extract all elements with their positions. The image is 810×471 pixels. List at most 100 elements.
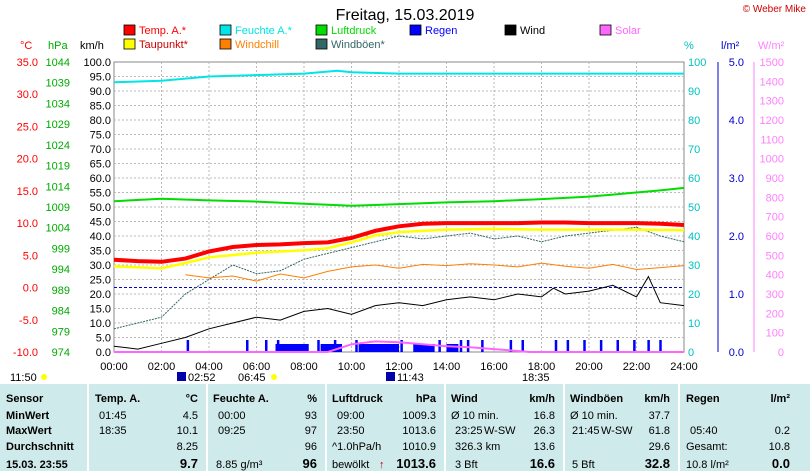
legend-label: Feuchte A.* — [235, 25, 293, 37]
hum-abs: 8.85 g/m³ — [216, 459, 263, 471]
tick-solar: 600 — [766, 231, 784, 243]
rain-bar — [583, 340, 586, 352]
tick-humidity: 50 — [688, 202, 700, 214]
tick-wind: 75.0 — [90, 130, 111, 142]
tick-solar: 1200 — [760, 115, 784, 127]
tick-humidity: 90 — [688, 86, 700, 98]
tick-solar: 200 — [766, 308, 784, 320]
rain-total: 10.8 — [769, 441, 790, 453]
press-avg: 1010.9 — [402, 441, 436, 453]
tick-rain: 5.0 — [729, 57, 744, 69]
tick-humidity: 70 — [688, 144, 700, 156]
tick-temp: -5.0 — [19, 315, 38, 327]
rain-bar — [333, 340, 337, 352]
gust-header: Windböen — [570, 393, 623, 405]
wind-avg: 13.6 — [534, 441, 555, 453]
series-humidity — [113, 69, 684, 84]
hum-header: Feuchte A. — [213, 393, 269, 405]
legend-swatch — [315, 38, 328, 50]
rain-band — [275, 344, 309, 352]
date-time: 15.03. 23:55 — [6, 459, 68, 471]
copyright: © Weber Mike — [743, 4, 807, 15]
tick-pressure: 1039 — [46, 78, 70, 90]
tick-x: 12:00 — [385, 361, 413, 373]
durchschnitt-label: Durchschnitt — [6, 441, 74, 453]
tick-x: 04:00 — [195, 361, 223, 373]
series-wind — [113, 275, 685, 350]
rain-band — [358, 344, 399, 352]
tick-temp: 25.0 — [17, 121, 38, 133]
rain-bar — [400, 340, 403, 352]
tick-wind: 20.0 — [90, 289, 111, 301]
axis-unit-solar: W/m² — [758, 40, 785, 52]
legend-label: Taupunkt* — [139, 39, 189, 51]
tick-humidity: 100 — [688, 57, 706, 69]
rain-bar — [509, 340, 513, 352]
tick-solar: 400 — [766, 270, 784, 282]
hum-max-time: 09:25 — [218, 425, 246, 437]
rain-bar — [633, 340, 636, 352]
hum-min-time: 00:00 — [218, 410, 246, 422]
rain-bar — [466, 340, 470, 352]
tick-wind: 15.0 — [90, 304, 111, 316]
rain-bar — [566, 340, 570, 352]
temp-unit: °C — [186, 393, 198, 405]
legend-label: Luftdruck — [331, 25, 377, 37]
tick-pressure: 984 — [52, 306, 70, 318]
rain-bar — [246, 340, 249, 352]
tick-x: 24:00 — [670, 361, 698, 373]
tick-pressure: 1004 — [46, 223, 70, 235]
tick-wind: 50.0 — [90, 202, 111, 214]
tick-solar: 700 — [766, 212, 784, 224]
tick-rain: 0.0 — [729, 347, 744, 359]
tick-pressure: 989 — [52, 285, 70, 297]
tick-wind: 55.0 — [90, 188, 111, 200]
tick-solar: 0 — [778, 347, 784, 359]
moon-culm-time: 11:43 — [397, 372, 424, 384]
hum-avg: 96 — [305, 441, 317, 453]
wind-distance: 326.3 km — [455, 441, 500, 453]
rain-unit: l/m² — [770, 393, 790, 405]
hum-current: 96 — [303, 456, 317, 471]
minwert-label: MinWert — [6, 410, 50, 422]
moonrise-time: 02:52 — [188, 372, 216, 384]
rain-last: 0.2 — [775, 425, 790, 437]
tick-x: 10:00 — [338, 361, 366, 373]
tick-pressure: 1009 — [46, 202, 70, 214]
tick-wind: 90.0 — [90, 86, 111, 98]
tick-x: 02:00 — [148, 361, 176, 373]
press-trend: ^1.0hPa/h — [332, 441, 381, 453]
tick-temp: 10.0 — [17, 218, 38, 230]
tick-humidity: 40 — [688, 231, 700, 243]
tick-temp: 5.0 — [23, 250, 38, 262]
tick-temp: 15.0 — [17, 186, 38, 198]
press-trend-arrow-icon: ↑ — [379, 459, 385, 471]
sunrise-time: 06:45 — [238, 372, 266, 384]
tick-x: 16:00 — [480, 361, 508, 373]
rain-bar — [186, 340, 190, 352]
wind-bft: 3 Bft — [455, 459, 478, 471]
wind-max-time: 23:25 — [455, 425, 483, 437]
tick-humidity: 20 — [688, 289, 700, 301]
rain-bar — [616, 340, 619, 352]
tick-wind: 60.0 — [90, 173, 111, 185]
legend-label: Solar — [615, 25, 641, 37]
tick-x: 00:00 — [100, 361, 128, 373]
legend-label: Regen — [425, 25, 457, 37]
tick-solar: 1300 — [760, 96, 784, 108]
axis-unit-temp: °C — [20, 40, 32, 52]
sunset-time: 18:35 — [522, 372, 550, 384]
wind-max: 26.3 — [534, 425, 555, 437]
hum-unit: % — [307, 393, 317, 405]
tick-humidity: 0 — [688, 347, 694, 359]
rain-band — [413, 344, 435, 352]
legend-swatch — [409, 24, 422, 36]
tick-pressure: 1029 — [46, 119, 70, 131]
rain-bar — [355, 340, 358, 352]
press-max-time: 23:50 — [337, 425, 365, 437]
legend-swatch — [219, 38, 232, 50]
tick-x: 18:00 — [528, 361, 556, 373]
tick-wind: 100.0 — [83, 57, 111, 69]
axis-unit-rain: l/m² — [721, 40, 740, 52]
day-length: 11:50 — [10, 372, 37, 384]
